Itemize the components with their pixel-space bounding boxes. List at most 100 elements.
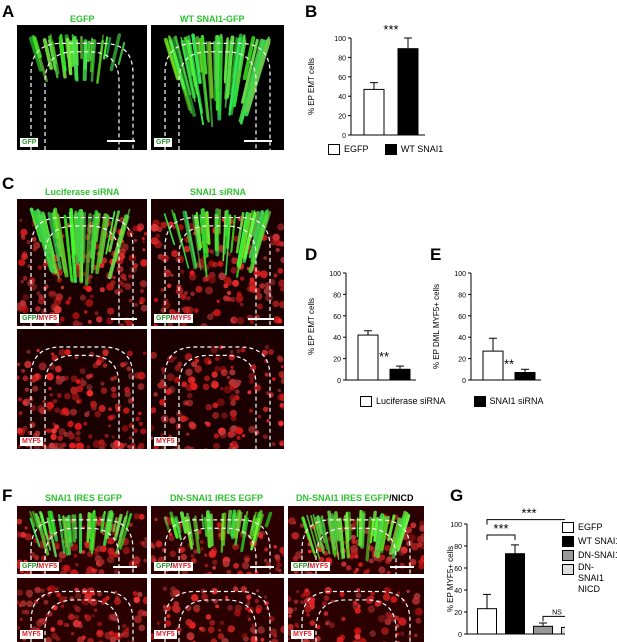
nucleus-dot (91, 614, 95, 618)
nucleus-dot (98, 404, 106, 413)
tissue-outline (315, 527, 397, 574)
nucleus-dot (250, 635, 258, 642)
nucleus-dot (84, 614, 92, 622)
nucleus-dot (29, 375, 38, 383)
nucleus-dot (85, 285, 92, 292)
nucleus-dot (276, 562, 282, 568)
nucleus-dot (87, 319, 92, 324)
micrograph-texture (151, 208, 284, 326)
nucleus-dot (223, 283, 229, 289)
nucleus-dot (277, 388, 281, 393)
nucleus-dot (111, 392, 117, 399)
nucleus-dot (141, 540, 147, 548)
cell-process (174, 515, 182, 534)
nucleus-dot (171, 448, 176, 449)
nucleus-dot (63, 622, 68, 628)
nucleus-dot (227, 604, 233, 611)
stain-tag-part: / (36, 563, 39, 570)
nucleus-dot (186, 632, 195, 641)
nucleus-dot (264, 372, 269, 377)
nucleus-dot (288, 623, 294, 631)
nucleus-dot (132, 428, 138, 433)
nucleus-dot (40, 618, 47, 625)
nucleus-dot (246, 602, 251, 606)
nucleus-dot (274, 554, 280, 560)
cell-process (47, 510, 56, 535)
nucleus-dot (341, 561, 347, 567)
nucleus-dot (52, 399, 58, 404)
nucleus-dot (260, 637, 265, 642)
nucleus-dot (59, 375, 66, 382)
nucleus-dot (169, 550, 176, 557)
nucleus-dot (72, 320, 80, 326)
cell-process (90, 39, 97, 82)
panel-label-e: E (430, 245, 442, 264)
cell-process (253, 513, 264, 543)
nucleus-dot (300, 600, 305, 605)
nucleus-dot (161, 548, 166, 552)
nucleus-dot (69, 448, 74, 449)
stain-tag-part: MYF5 (38, 563, 58, 570)
nucleus-dot (175, 311, 179, 315)
nucleus-dot (88, 274, 93, 280)
nucleus-dot (352, 600, 358, 605)
legend-label: Luciferase siRNA (376, 396, 446, 406)
nucleus-dot (279, 546, 284, 554)
nucleus-dot (240, 586, 247, 593)
nucleus-dot (142, 240, 146, 244)
nucleus-dot (232, 279, 240, 287)
cell-process (387, 514, 396, 542)
nucleus-dot (93, 608, 98, 612)
cell-process (180, 39, 196, 99)
cell-process (200, 208, 207, 243)
nucleus-dot (324, 586, 332, 595)
cell-process (226, 509, 232, 535)
nucleus-dot (113, 568, 120, 574)
nucleus-dot (89, 351, 95, 357)
nucleus-dot (64, 349, 71, 356)
nucleus-dot (132, 225, 139, 232)
micrograph-texture (163, 33, 271, 150)
nucleus-dot (36, 291, 41, 296)
panel-a-title-egfp: EGFP (70, 14, 95, 24)
nucleus-dot (249, 409, 253, 413)
cell-process (235, 214, 250, 278)
nucleus-dot (229, 394, 237, 402)
nucleus-dot (378, 566, 386, 574)
nucleus-dot (98, 516, 102, 520)
nucleus-dot (134, 615, 142, 624)
comparison-label: *** (493, 521, 508, 536)
stain-tag-part: GFP (156, 139, 171, 146)
cell-process (225, 214, 232, 249)
nucleus-dot (99, 262, 105, 269)
nucleus-dot (83, 285, 88, 290)
nucleus-dot (89, 294, 94, 299)
nucleus-dot (234, 609, 241, 617)
nucleus-dot (239, 276, 245, 281)
nucleus-dot (233, 586, 238, 592)
nucleus-dot (127, 350, 133, 357)
nucleus-dot (264, 345, 270, 350)
nucleus-dot (70, 408, 77, 416)
cell-process (163, 213, 176, 246)
nucleus-dot (118, 323, 125, 326)
cell-process (388, 517, 402, 556)
nucleus-dot (239, 302, 244, 307)
nucleus-dot (408, 534, 416, 542)
nucleus-dot (220, 369, 228, 377)
nucleus-dot (91, 567, 96, 573)
cell-process (222, 210, 227, 262)
nucleus-dot (140, 304, 147, 312)
nucleus-dot (38, 297, 46, 305)
cell-process (316, 515, 324, 535)
nucleus-dot (378, 615, 386, 623)
nucleus-dot (83, 421, 88, 426)
chart-d: 0 20 40 60 80 100 % EP EMT cells ** (307, 271, 416, 385)
stain-tag-part: MYF5 (172, 563, 192, 570)
nucleus-dot (55, 587, 59, 591)
nucleus-dot (56, 442, 64, 449)
legend-swatch-black (562, 536, 574, 548)
nucleus-dot (67, 420, 74, 428)
nucleus-dot (110, 442, 116, 449)
nucleus-dot (211, 588, 218, 595)
